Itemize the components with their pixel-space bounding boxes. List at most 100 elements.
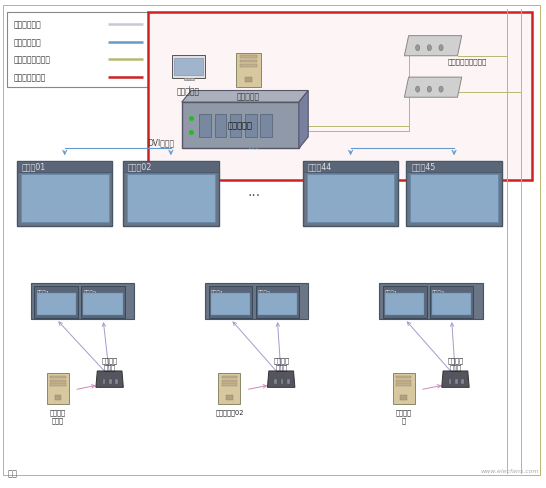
FancyBboxPatch shape [182, 103, 299, 149]
Text: DVI视频线: DVI视频线 [148, 138, 175, 147]
FancyBboxPatch shape [396, 384, 412, 386]
FancyBboxPatch shape [258, 293, 297, 315]
FancyBboxPatch shape [211, 293, 250, 315]
Polygon shape [182, 91, 308, 103]
FancyBboxPatch shape [393, 373, 415, 405]
Text: 显示器02: 显示器02 [128, 163, 152, 171]
FancyBboxPatch shape [109, 379, 112, 384]
Text: 视频信号
分线器: 视频信号 分线器 [447, 356, 464, 370]
Text: 显示器1: 显示器1 [37, 290, 50, 296]
Polygon shape [96, 371, 123, 387]
FancyBboxPatch shape [245, 115, 257, 138]
Polygon shape [299, 91, 308, 149]
Ellipse shape [416, 87, 420, 93]
FancyBboxPatch shape [406, 161, 502, 227]
FancyBboxPatch shape [274, 379, 277, 384]
FancyBboxPatch shape [400, 395, 407, 400]
FancyBboxPatch shape [222, 380, 237, 382]
Text: 视频信号
分线器: 视频信号 分线器 [273, 356, 289, 370]
FancyBboxPatch shape [123, 161, 218, 227]
Polygon shape [405, 78, 462, 98]
Text: 图形处理器: 图形处理器 [228, 122, 253, 130]
FancyBboxPatch shape [55, 395, 61, 400]
FancyBboxPatch shape [218, 373, 240, 405]
FancyBboxPatch shape [222, 384, 237, 386]
Text: 画面服务器: 画面服务器 [237, 92, 260, 101]
Polygon shape [442, 371, 469, 387]
Text: 备用显示器: 备用显示器 [177, 87, 200, 96]
Text: 显示器1: 显示器1 [211, 290, 224, 296]
FancyBboxPatch shape [103, 379, 105, 384]
FancyBboxPatch shape [281, 379, 283, 384]
FancyBboxPatch shape [230, 115, 241, 138]
FancyBboxPatch shape [240, 56, 257, 59]
FancyBboxPatch shape [260, 115, 272, 138]
Text: 视频信号输入: 视频信号输入 [14, 20, 41, 29]
FancyBboxPatch shape [17, 161, 112, 227]
FancyBboxPatch shape [172, 56, 205, 79]
FancyBboxPatch shape [256, 286, 299, 318]
FancyBboxPatch shape [432, 293, 471, 315]
Text: 服务器机柜范围: 服务器机柜范围 [14, 73, 46, 82]
FancyBboxPatch shape [115, 379, 118, 384]
Text: ···: ··· [248, 142, 260, 156]
FancyBboxPatch shape [187, 79, 190, 81]
FancyBboxPatch shape [240, 64, 257, 67]
FancyBboxPatch shape [17, 161, 112, 172]
FancyBboxPatch shape [385, 293, 424, 315]
FancyBboxPatch shape [449, 379, 452, 384]
Text: 电力调度
机: 电力调度 机 [396, 408, 412, 423]
FancyBboxPatch shape [127, 174, 215, 223]
FancyBboxPatch shape [31, 283, 134, 320]
FancyBboxPatch shape [21, 174, 109, 223]
Text: www.elecfans.com: www.elecfans.com [480, 468, 539, 473]
FancyBboxPatch shape [205, 283, 308, 320]
FancyBboxPatch shape [183, 79, 193, 81]
FancyBboxPatch shape [303, 161, 398, 172]
Ellipse shape [427, 45, 431, 52]
Polygon shape [405, 37, 462, 57]
FancyBboxPatch shape [50, 380, 66, 382]
FancyBboxPatch shape [287, 379, 290, 384]
FancyBboxPatch shape [50, 384, 66, 386]
Ellipse shape [439, 87, 443, 93]
FancyBboxPatch shape [461, 379, 464, 384]
FancyBboxPatch shape [303, 161, 398, 227]
Text: 显示器44: 显示器44 [308, 163, 332, 171]
FancyBboxPatch shape [174, 59, 203, 76]
FancyBboxPatch shape [245, 78, 252, 83]
Ellipse shape [416, 45, 420, 52]
FancyBboxPatch shape [406, 161, 502, 172]
FancyBboxPatch shape [7, 13, 149, 88]
FancyBboxPatch shape [215, 115, 226, 138]
Text: 显示器01: 显示器01 [22, 163, 46, 171]
FancyBboxPatch shape [410, 174, 498, 223]
FancyBboxPatch shape [47, 373, 69, 405]
FancyBboxPatch shape [34, 286, 78, 318]
Text: 显示器2: 显示器2 [432, 290, 446, 296]
FancyBboxPatch shape [37, 293, 76, 315]
FancyBboxPatch shape [383, 286, 426, 318]
FancyBboxPatch shape [81, 286, 125, 318]
Text: 调度控制机02: 调度控制机02 [215, 408, 244, 415]
Text: ···: ··· [247, 188, 260, 203]
Text: 图形处理器控制线: 图形处理器控制线 [14, 56, 51, 64]
Polygon shape [268, 371, 295, 387]
FancyBboxPatch shape [222, 376, 237, 379]
Text: 视频信号输出: 视频信号输出 [14, 38, 41, 47]
FancyBboxPatch shape [455, 379, 458, 384]
Text: 显示器2: 显示器2 [84, 290, 97, 296]
Text: 显示器45: 显示器45 [411, 163, 436, 171]
FancyBboxPatch shape [236, 54, 261, 88]
Text: 视频信号
分线器: 视频信号 分线器 [102, 356, 117, 370]
Text: 应急处理
服务器: 应急处理 服务器 [50, 408, 66, 423]
FancyBboxPatch shape [396, 380, 412, 382]
Ellipse shape [427, 87, 431, 93]
FancyBboxPatch shape [396, 376, 412, 379]
Text: 图注: 图注 [7, 468, 17, 478]
FancyBboxPatch shape [430, 286, 473, 318]
FancyBboxPatch shape [209, 286, 252, 318]
FancyBboxPatch shape [84, 293, 123, 315]
Text: 海康威视视频服务器: 海康威视视频服务器 [447, 58, 486, 65]
FancyBboxPatch shape [123, 161, 218, 172]
